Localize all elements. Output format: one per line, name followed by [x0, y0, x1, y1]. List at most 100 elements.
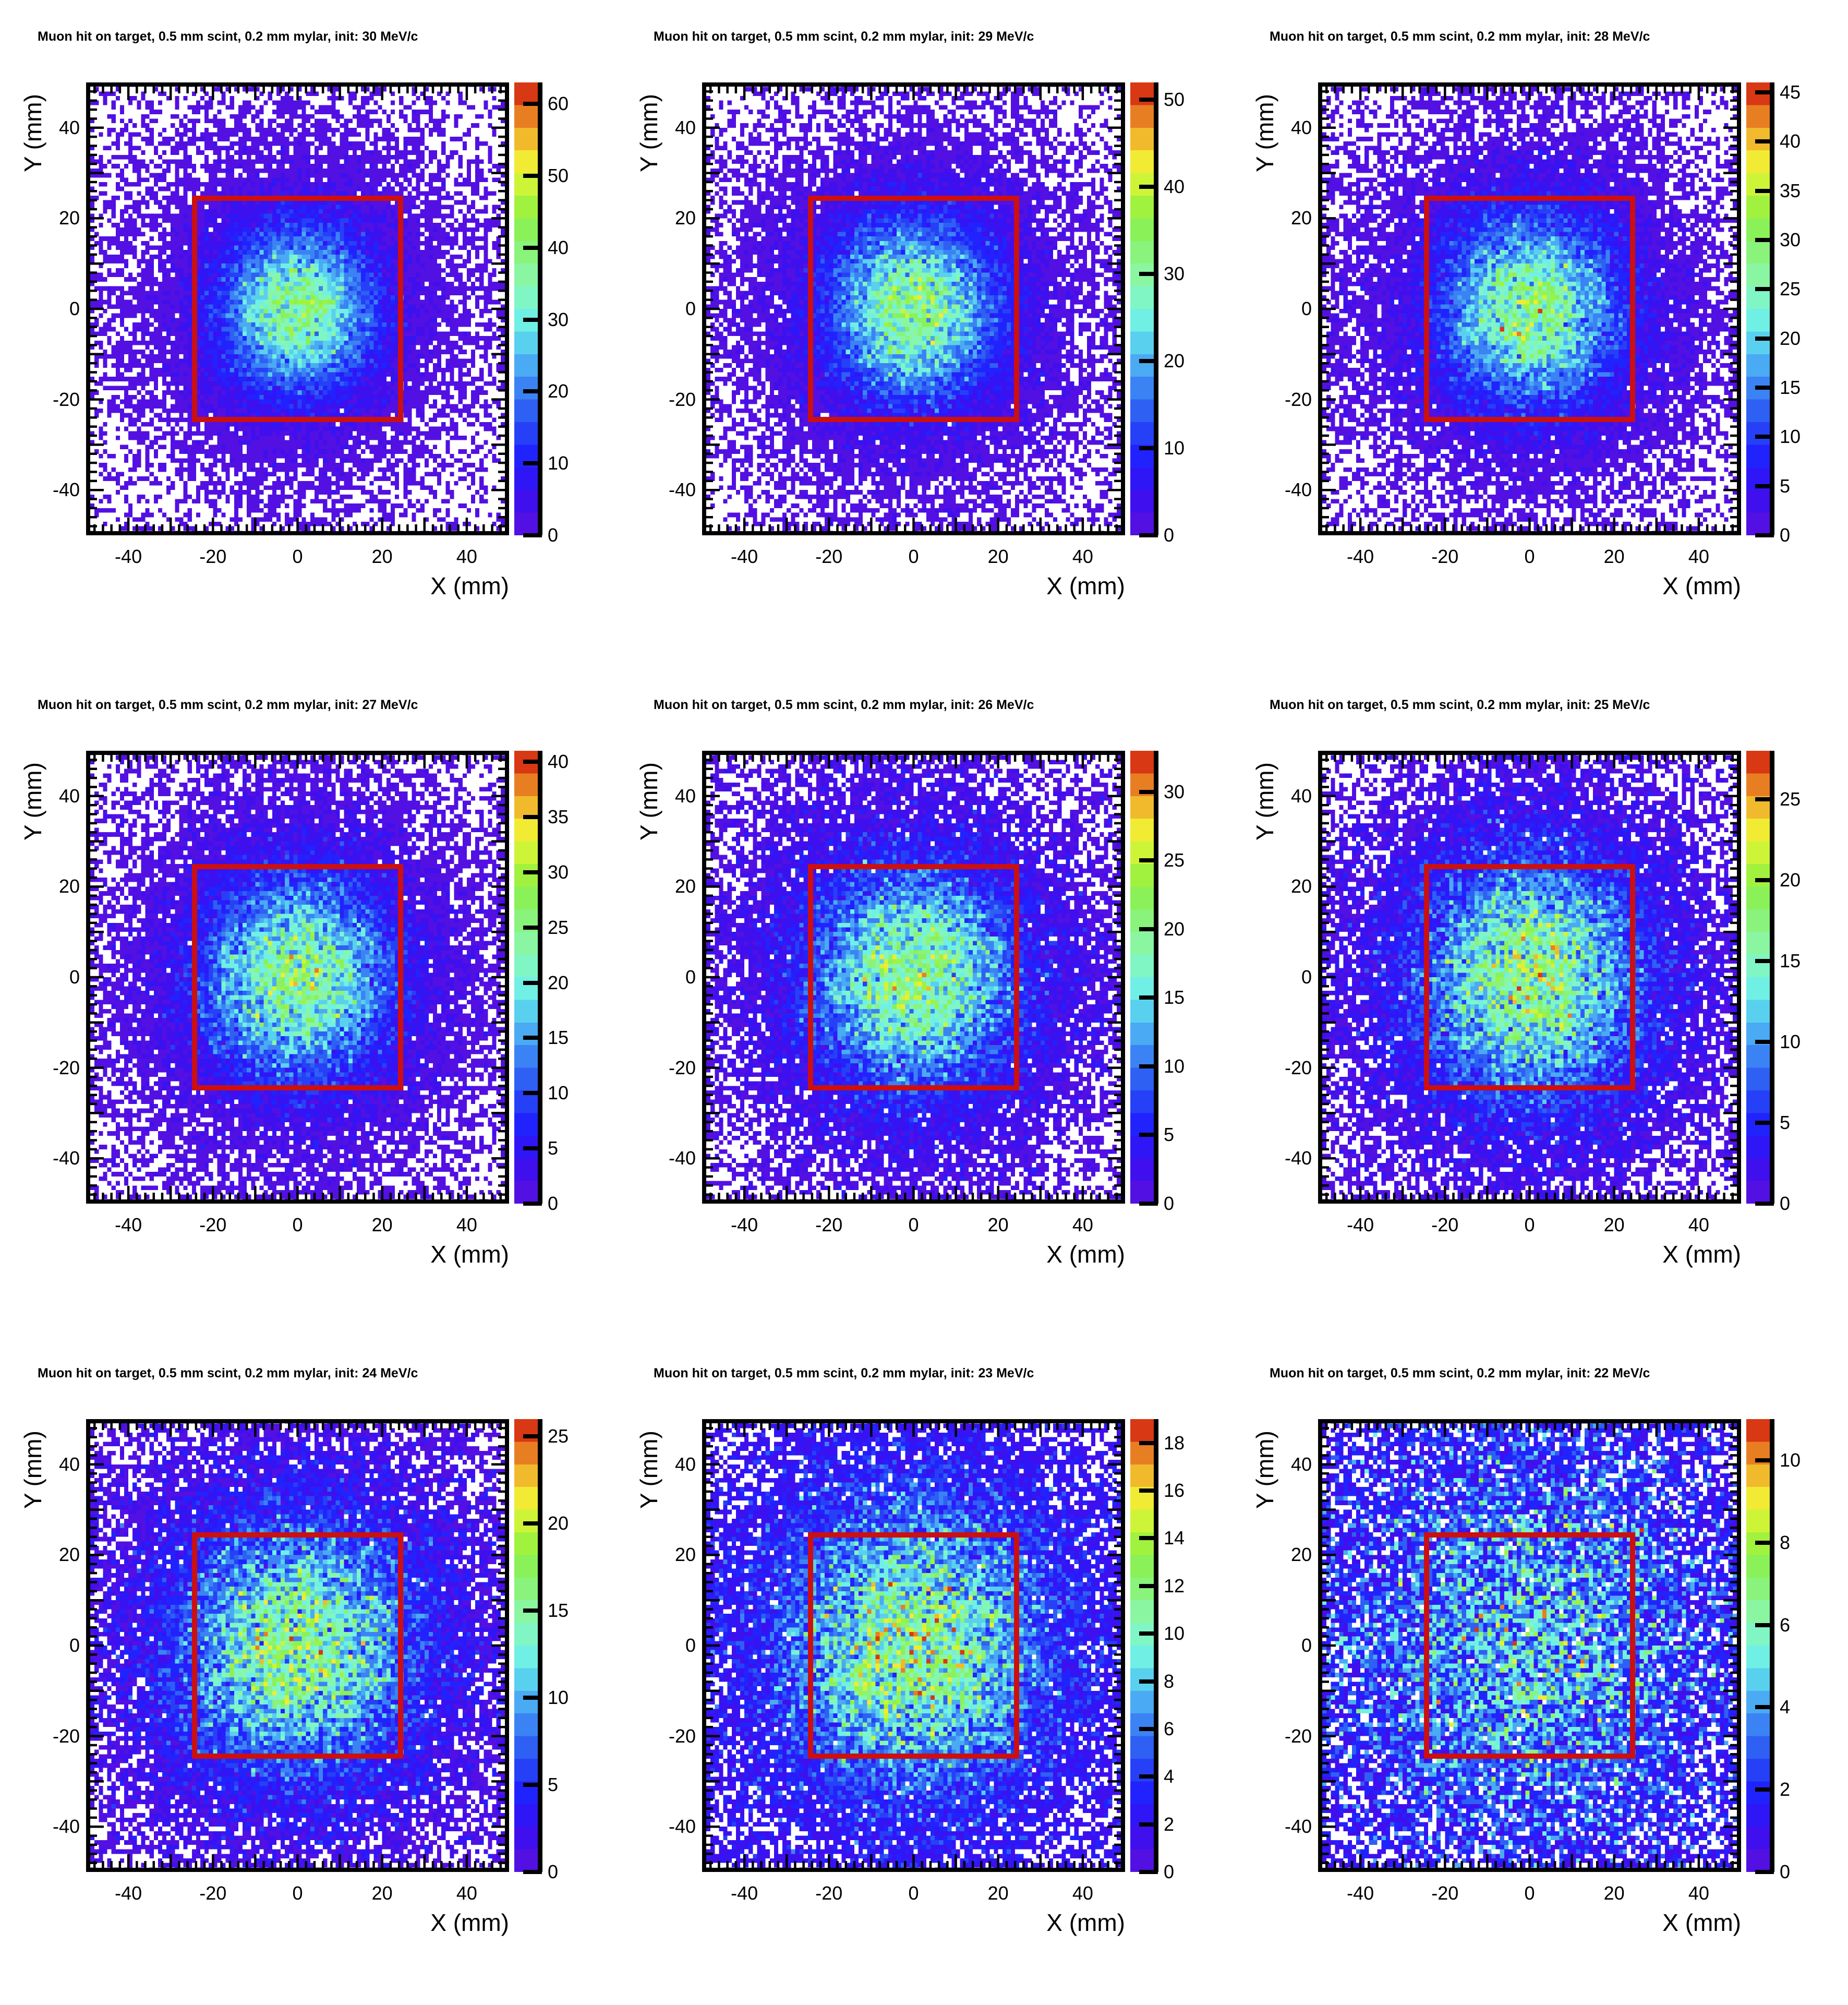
- y-tick-label: 20: [58, 1544, 80, 1566]
- x-tick-label: -40: [731, 1882, 758, 1904]
- colorbar-tick-label: 15: [1164, 987, 1185, 1008]
- x-tick-label: 20: [1603, 1882, 1625, 1904]
- y-axis-title: Y (mm): [1251, 1431, 1278, 1509]
- colorbar-tick-label: 30: [1164, 263, 1185, 285]
- x-tick-label: 40: [1072, 1214, 1093, 1235]
- colorbar-tick: [1139, 446, 1158, 451]
- colorbar-tick: [1755, 287, 1774, 292]
- y-axis-title: Y (mm): [1251, 94, 1278, 172]
- x-tick-label: 20: [1603, 546, 1625, 567]
- y-tick-label: -40: [52, 1816, 80, 1838]
- y-tick-label: -40: [1284, 1816, 1312, 1838]
- colorbar-tick-label: 30: [1164, 781, 1185, 802]
- x-tick-label: -40: [115, 1214, 142, 1235]
- target-acceptance-box: [1423, 196, 1636, 422]
- y-tick-label: 0: [69, 1635, 80, 1656]
- colorbar-tick-label: 30: [548, 861, 569, 883]
- plot-title: Muon hit on target, 0.5 mm scint, 0.2 mm…: [654, 29, 1034, 44]
- colorbar-tick-label: 10: [548, 1687, 569, 1709]
- colorbar-tick: [1139, 1202, 1158, 1206]
- x-axis-title: X (mm): [1046, 1909, 1125, 1936]
- colorbar-tick-label: 50: [1164, 89, 1185, 111]
- x-tick-label: -20: [1431, 1214, 1459, 1235]
- colorbar-tick-label: 16: [1164, 1480, 1185, 1502]
- colorbar-tick-label: 10: [1164, 1055, 1185, 1077]
- y-tick-label: 0: [1301, 298, 1312, 319]
- colorbar: [1746, 1419, 1770, 1872]
- x-tick-label: 20: [987, 1214, 1009, 1235]
- colorbar-tick: [1755, 1202, 1774, 1206]
- colorbar-tick: [523, 925, 542, 930]
- colorbar-tick-label: 5: [1780, 1112, 1791, 1133]
- colorbar-tick: [523, 461, 542, 466]
- plot-frame: [1318, 751, 1741, 1204]
- plot-frame: [702, 82, 1125, 535]
- plot-cell-24mevc: Muon hit on target, 0.5 mm scint, 0.2 mm…: [0, 1337, 616, 2005]
- colorbar-tick-label: 10: [548, 452, 569, 474]
- colorbar-tick: [523, 1434, 542, 1439]
- y-tick-label: 40: [674, 1453, 696, 1475]
- y-tick-label: -20: [52, 1725, 80, 1747]
- plot-title: Muon hit on target, 0.5 mm scint, 0.2 mm…: [38, 29, 418, 44]
- y-tick-label: 0: [685, 298, 696, 319]
- colorbar-tick: [1139, 533, 1158, 537]
- colorbar-tick-label: 20: [548, 1512, 569, 1534]
- colorbar: [1130, 1419, 1154, 1872]
- colorbar-tick-label: 8: [1780, 1531, 1791, 1553]
- colorbar-axis-line: [1154, 1419, 1158, 1872]
- colorbar: [1130, 82, 1154, 535]
- target-acceptance-box: [807, 1532, 1020, 1759]
- colorbar-tick-label: 0: [1780, 1861, 1791, 1882]
- plot-frame: [86, 751, 509, 1204]
- colorbar-tick-label: 40: [548, 751, 569, 773]
- colorbar-tick: [523, 389, 542, 394]
- x-tick-label: 0: [908, 1882, 919, 1904]
- colorbar-tick-label: 12: [1164, 1575, 1185, 1596]
- y-tick-label: -40: [668, 479, 696, 501]
- x-tick-label: -20: [199, 1882, 227, 1904]
- x-tick-label: -40: [115, 546, 142, 567]
- colorbar-tick: [1755, 435, 1774, 439]
- colorbar-tick-label: 20: [1780, 327, 1801, 349]
- colorbar-tick: [1755, 139, 1774, 144]
- colorbar-tick: [1755, 1540, 1774, 1545]
- colorbar-tick: [523, 102, 542, 106]
- x-tick-label: 20: [987, 1882, 1009, 1904]
- colorbar: [1746, 751, 1770, 1204]
- colorbar-tick: [523, 317, 542, 322]
- colorbar-axis-line: [1770, 751, 1774, 1204]
- plot-title: Muon hit on target, 0.5 mm scint, 0.2 mm…: [1270, 29, 1650, 44]
- x-tick-label: 0: [908, 546, 919, 567]
- colorbar-tick: [523, 1696, 542, 1700]
- heatmap-canvas: [702, 82, 1125, 535]
- y-axis-title: Y (mm): [635, 94, 662, 172]
- plot-cell-22mevc: Muon hit on target, 0.5 mm scint, 0.2 mm…: [1232, 1337, 1848, 2005]
- colorbar-tick: [1755, 1623, 1774, 1627]
- plot-title: Muon hit on target, 0.5 mm scint, 0.2 mm…: [38, 698, 418, 712]
- colorbar-tick: [1139, 789, 1158, 794]
- y-tick-label: -20: [668, 1056, 696, 1078]
- colorbar-tick-label: 20: [548, 380, 569, 402]
- x-tick-label: -20: [815, 1214, 843, 1235]
- colorbar-tick-label: 30: [1780, 229, 1801, 250]
- colorbar-tick: [523, 1202, 542, 1206]
- colorbar-tick-label: 40: [548, 236, 569, 258]
- colorbar-tick-label: 20: [548, 971, 569, 993]
- plot-cell-26mevc: Muon hit on target, 0.5 mm scint, 0.2 mm…: [616, 668, 1232, 1337]
- colorbar-tick-label: 20: [1164, 350, 1185, 372]
- x-axis-title: X (mm): [430, 1241, 509, 1268]
- x-tick-label: 40: [1072, 1882, 1093, 1904]
- colorbar-tick-label: 5: [548, 1774, 559, 1796]
- colorbar-tick-label: 0: [548, 1193, 559, 1214]
- y-tick-label: 40: [1290, 116, 1312, 138]
- colorbar-axis-line: [538, 1419, 542, 1872]
- y-axis-title: Y (mm): [635, 1431, 662, 1509]
- colorbar-tick: [1755, 336, 1774, 341]
- y-axis-title: Y (mm): [635, 762, 662, 841]
- y-tick-label: -20: [1284, 388, 1312, 410]
- plot-cell-28mevc: Muon hit on target, 0.5 mm scint, 0.2 mm…: [1232, 0, 1848, 668]
- x-tick-label: 0: [1524, 1214, 1535, 1235]
- colorbar: [514, 1419, 538, 1872]
- y-tick-label: 20: [1290, 875, 1312, 897]
- heatmap-canvas: [86, 82, 509, 535]
